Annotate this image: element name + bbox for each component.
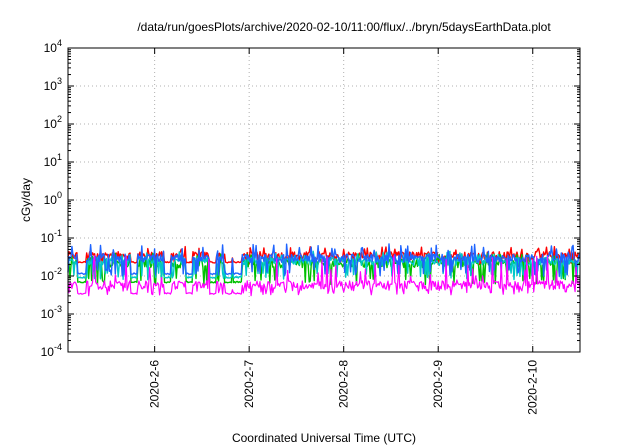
y-tick-label: 10-1 <box>41 228 62 245</box>
plot-area <box>67 243 581 297</box>
x-tick-label: 2020-2-6 <box>148 360 162 408</box>
y-tick-label: 10-3 <box>41 304 62 321</box>
y-axis-label: cGy/day <box>19 178 33 222</box>
x-tick-label: 2020-2-8 <box>337 360 351 408</box>
y-tick-label: 10-2 <box>41 266 62 283</box>
axes: 10-4 10-3 10-2 10-1 100 101 102 103 104 2020-2-6 2… <box>41 38 580 415</box>
x-tick-label: 2020-2-9 <box>431 360 445 408</box>
y-tick-label: 101 <box>44 152 62 169</box>
series-line <box>67 243 581 277</box>
y-tick-label: 100 <box>44 190 62 207</box>
y-tick-label: 10-4 <box>41 342 62 359</box>
series-line <box>67 255 581 297</box>
x-tick-label: 2020-2-10 <box>526 360 540 415</box>
chart-title: /data/run/goesPlots/archive/2020-02-10/1… <box>137 20 551 34</box>
grid <box>68 48 580 352</box>
y-tick-label: 103 <box>44 76 62 93</box>
x-axis-label: Coordinated Universal Time (UTC) <box>232 431 416 445</box>
x-tick-label: 2020-2-7 <box>242 360 256 408</box>
y-tick-label: 102 <box>44 114 62 131</box>
y-tick-label: 104 <box>44 38 62 55</box>
